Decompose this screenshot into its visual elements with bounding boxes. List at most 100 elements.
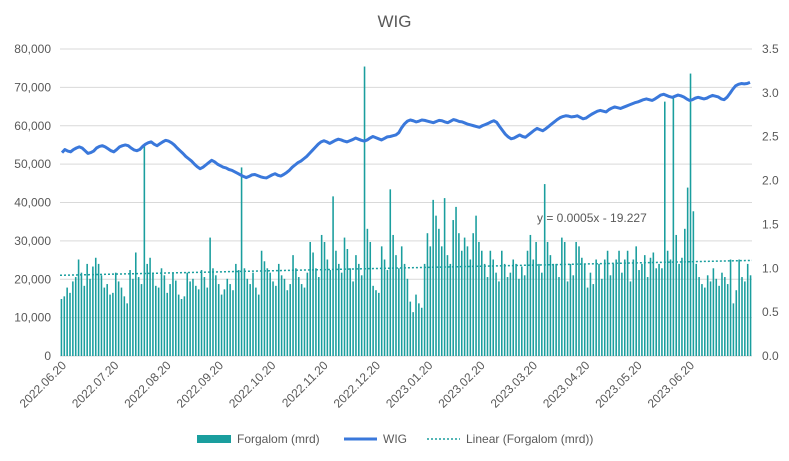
forgalom-bar: [152, 272, 154, 356]
forgalom-bar: [403, 263, 406, 356]
forgalom-bar: [523, 275, 526, 356]
forgalom-bar: [217, 284, 220, 356]
forgalom-bar: [598, 263, 600, 356]
forgalom-bar: [612, 263, 615, 356]
forgalom-bar: [120, 287, 123, 356]
right-tick-label: 1.5: [762, 217, 779, 231]
forgalom-bar: [412, 312, 414, 356]
forgalom-bar: [721, 272, 723, 356]
forgalom-bar: [681, 257, 683, 356]
forgalom-bar: [626, 250, 629, 356]
forgalom-bar: [255, 287, 257, 356]
forgalom-bar: [169, 284, 171, 356]
forgalom-bar: [83, 285, 86, 356]
forgalom-bar: [509, 272, 512, 356]
forgalom-bar: [332, 196, 334, 356]
forgalom-bar: [443, 198, 446, 356]
forgalom-bar: [400, 246, 403, 356]
forgalom-bar: [552, 263, 555, 356]
forgalom-bar: [320, 234, 323, 356]
forgalom-bar: [289, 284, 291, 356]
forgalom-bar: [209, 237, 211, 356]
forgalom-bar: [664, 101, 666, 356]
forgalom-bar: [698, 277, 700, 356]
left-axis-tick-labels: 0 10,000 20,000 30,000 40,000 50,000 60,000 70,…: [14, 42, 51, 363]
forgalom-bar: [672, 97, 675, 357]
forgalom-bar: [323, 241, 326, 356]
forgalom-bar: [575, 241, 577, 356]
forgalom-bar: [160, 268, 163, 356]
forgalom-bar: [615, 259, 617, 356]
forgalom-bar: [114, 272, 117, 356]
left-tick-label: 0: [44, 349, 51, 363]
forgalom-bar: [297, 277, 300, 356]
forgalom-bar: [386, 270, 389, 356]
forgalom-bar: [137, 277, 140, 356]
forgalom-bar: [478, 241, 480, 356]
forgalom-bar: [546, 241, 549, 356]
forgalom-bar: [203, 277, 206, 356]
right-tick-label: 0.0: [762, 349, 779, 363]
forgalom-bar: [715, 278, 718, 356]
forgalom-bar: [395, 255, 397, 356]
right-tick-label: 3.0: [762, 86, 779, 100]
forgalom-bar: [398, 268, 400, 356]
forgalom-bar: [272, 281, 274, 356]
forgalom-bar: [675, 234, 678, 356]
forgalom-bar: [418, 303, 420, 356]
forgalom-bar: [369, 241, 372, 356]
left-tick-label: 50,000: [14, 157, 51, 171]
forgalom-bar: [155, 285, 157, 356]
forgalom-bar: [678, 263, 680, 356]
forgalom-bar: [623, 259, 626, 356]
forgalom-bar: [423, 263, 426, 356]
forgalom-bar: [420, 307, 423, 356]
forgalom-bar: [163, 275, 166, 356]
forgalom-bar: [72, 281, 74, 356]
forgalom-bar: [506, 277, 509, 356]
forgalom-bar: [372, 285, 374, 356]
forgalom-bar: [380, 246, 383, 356]
forgalom-bar: [692, 211, 695, 356]
forgalom-bar: [126, 303, 128, 356]
right-tick-label: 3.5: [762, 42, 779, 56]
forgalom-bar: [180, 298, 183, 356]
forgalom-bar: [358, 263, 360, 356]
forgalom-bar: [172, 272, 174, 356]
forgalom-bar: [406, 278, 409, 356]
forgalom-bar: [303, 287, 306, 356]
forgalom-bar: [352, 281, 354, 356]
wig-line: [60, 80, 751, 180]
forgalom-bar: [655, 268, 657, 356]
forgalom-bar: [749, 275, 752, 356]
left-tick-label: 70,000: [14, 80, 51, 94]
left-tick-label: 40,000: [14, 196, 51, 210]
legend: Forgalom (mrd) WIG Linear (Forgalom (mrd…: [197, 432, 593, 446]
left-tick-label: 30,000: [14, 234, 51, 248]
forgalom-bar: [429, 246, 432, 356]
forgalom-bar: [689, 73, 692, 356]
forgalom-bar: [529, 234, 532, 356]
forgalom-bar: [166, 292, 169, 356]
left-tick-label: 80,000: [14, 42, 51, 56]
forgalom-bar: [503, 263, 506, 356]
forgalom-bar: [538, 263, 540, 356]
forgalom-bar: [501, 250, 503, 356]
forgalom-bar: [498, 281, 500, 356]
forgalom-bar: [363, 66, 366, 356]
forgalom-bar: [701, 284, 703, 356]
forgalom-bar: [706, 275, 709, 356]
forgalom-bar: [592, 284, 595, 356]
forgalom-bar: [318, 277, 320, 356]
forgalom-bar: [744, 281, 746, 356]
forgalom-bar: [140, 284, 143, 356]
forgalom-bar: [535, 241, 537, 356]
forgalom-bar: [312, 252, 314, 356]
left-tick-label: 20,000: [14, 272, 51, 286]
forgalom-bar: [669, 259, 672, 356]
forgalom-bar: [532, 259, 535, 356]
forgalom-bar: [360, 275, 363, 356]
forgalom-bar: [112, 292, 114, 356]
right-tick-label: 0.5: [762, 305, 779, 319]
forgalom-bar: [652, 252, 655, 356]
